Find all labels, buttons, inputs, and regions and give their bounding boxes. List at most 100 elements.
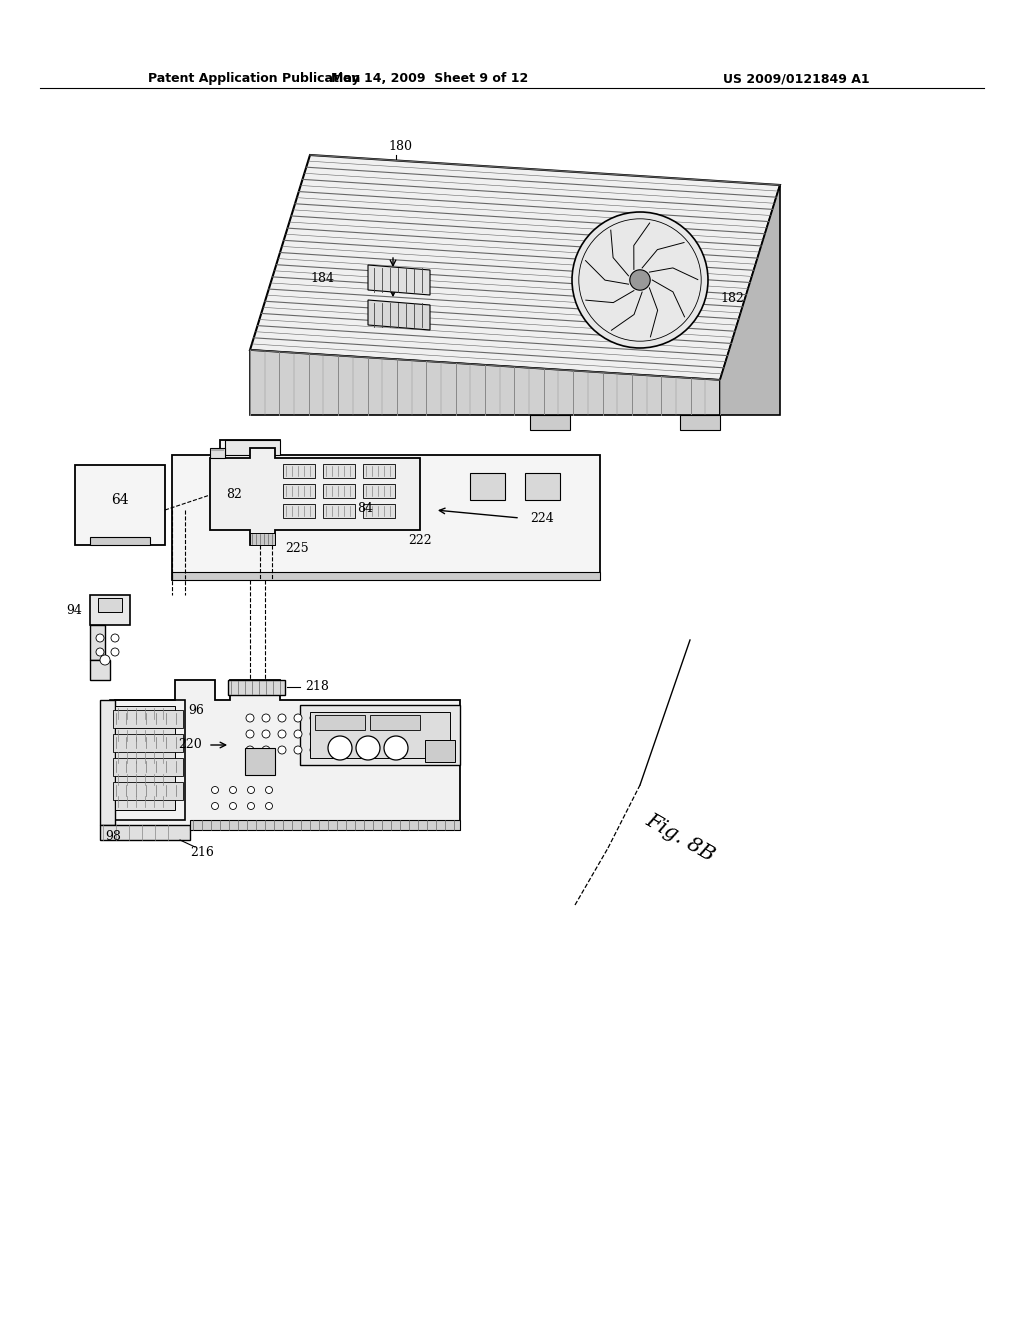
Polygon shape xyxy=(283,465,315,478)
Polygon shape xyxy=(90,624,105,660)
Polygon shape xyxy=(190,820,460,830)
Polygon shape xyxy=(90,595,130,624)
Circle shape xyxy=(248,787,255,793)
Polygon shape xyxy=(720,185,780,414)
Polygon shape xyxy=(370,715,420,730)
Circle shape xyxy=(265,803,272,809)
Polygon shape xyxy=(680,414,720,430)
Text: 180: 180 xyxy=(388,140,412,153)
Polygon shape xyxy=(250,154,780,380)
Text: 84: 84 xyxy=(357,502,373,515)
Polygon shape xyxy=(115,706,175,722)
Polygon shape xyxy=(323,465,355,478)
Text: 218: 218 xyxy=(305,681,329,693)
Polygon shape xyxy=(113,710,183,729)
Polygon shape xyxy=(323,504,355,517)
Text: 225: 225 xyxy=(285,541,308,554)
Polygon shape xyxy=(90,537,150,545)
Text: 82: 82 xyxy=(226,487,242,500)
Circle shape xyxy=(294,714,302,722)
Polygon shape xyxy=(75,465,165,545)
Polygon shape xyxy=(283,504,315,517)
Polygon shape xyxy=(172,440,600,579)
Circle shape xyxy=(265,787,272,793)
Polygon shape xyxy=(362,465,395,478)
Circle shape xyxy=(384,737,408,760)
Circle shape xyxy=(246,714,254,722)
Polygon shape xyxy=(283,484,315,498)
Polygon shape xyxy=(362,484,395,498)
Circle shape xyxy=(212,803,218,809)
Text: US 2009/0121849 A1: US 2009/0121849 A1 xyxy=(723,73,870,84)
Circle shape xyxy=(262,730,270,738)
Polygon shape xyxy=(368,265,430,294)
Text: 220: 220 xyxy=(178,738,202,751)
Circle shape xyxy=(96,634,104,642)
Circle shape xyxy=(100,655,110,665)
Polygon shape xyxy=(228,680,285,696)
Text: 222: 222 xyxy=(409,533,432,546)
Circle shape xyxy=(310,730,318,738)
Text: 182: 182 xyxy=(720,292,743,305)
Polygon shape xyxy=(115,772,175,788)
Circle shape xyxy=(294,746,302,754)
Polygon shape xyxy=(470,473,505,500)
Polygon shape xyxy=(250,533,275,545)
Polygon shape xyxy=(98,598,122,612)
Polygon shape xyxy=(310,711,450,758)
Polygon shape xyxy=(525,473,560,500)
Text: 98: 98 xyxy=(105,829,121,842)
Circle shape xyxy=(229,787,237,793)
Polygon shape xyxy=(315,715,365,730)
Polygon shape xyxy=(530,414,570,430)
Text: 184: 184 xyxy=(310,272,334,285)
Polygon shape xyxy=(225,440,280,455)
Text: 216: 216 xyxy=(190,846,214,858)
Text: 96: 96 xyxy=(188,704,204,717)
Circle shape xyxy=(246,730,254,738)
Circle shape xyxy=(111,634,119,642)
Circle shape xyxy=(294,730,302,738)
Circle shape xyxy=(111,648,119,656)
Text: Fig. 8B: Fig. 8B xyxy=(642,810,718,866)
Circle shape xyxy=(630,269,650,290)
Polygon shape xyxy=(100,825,190,840)
Circle shape xyxy=(212,787,218,793)
Circle shape xyxy=(310,714,318,722)
Polygon shape xyxy=(115,729,175,744)
Circle shape xyxy=(248,803,255,809)
Text: 94: 94 xyxy=(67,603,82,616)
Circle shape xyxy=(278,746,286,754)
Circle shape xyxy=(356,737,380,760)
Circle shape xyxy=(310,746,318,754)
Polygon shape xyxy=(115,750,175,766)
Text: 224: 224 xyxy=(530,511,554,524)
Polygon shape xyxy=(172,572,600,579)
Polygon shape xyxy=(115,795,175,810)
Circle shape xyxy=(96,648,104,656)
Polygon shape xyxy=(300,705,460,766)
Circle shape xyxy=(328,737,352,760)
Polygon shape xyxy=(113,758,183,776)
Polygon shape xyxy=(100,700,115,825)
Circle shape xyxy=(262,746,270,754)
Polygon shape xyxy=(113,734,183,752)
Polygon shape xyxy=(90,660,110,680)
Circle shape xyxy=(278,730,286,738)
Circle shape xyxy=(229,803,237,809)
Text: May 14, 2009  Sheet 9 of 12: May 14, 2009 Sheet 9 of 12 xyxy=(332,73,528,84)
Polygon shape xyxy=(115,680,460,830)
Circle shape xyxy=(246,746,254,754)
Circle shape xyxy=(572,213,708,348)
Polygon shape xyxy=(113,781,183,800)
Text: Patent Application Publication: Patent Application Publication xyxy=(148,73,360,84)
Polygon shape xyxy=(362,504,395,517)
Polygon shape xyxy=(323,484,355,498)
Polygon shape xyxy=(425,741,455,762)
Polygon shape xyxy=(245,748,275,775)
Circle shape xyxy=(262,714,270,722)
Polygon shape xyxy=(250,350,720,414)
Text: 64: 64 xyxy=(112,492,129,507)
Polygon shape xyxy=(368,300,430,330)
Polygon shape xyxy=(210,447,225,458)
